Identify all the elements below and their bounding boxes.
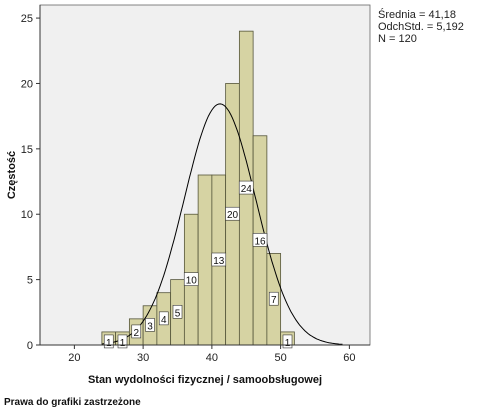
data-label-text: 24 <box>241 184 253 195</box>
data-label: 16 <box>252 233 268 247</box>
x-tick-label: 60 <box>343 352 355 364</box>
histogram-bar <box>197 174 213 346</box>
data-label-text: 4 <box>161 315 167 326</box>
data-label: 7 <box>268 291 279 306</box>
data-label-text: 16 <box>254 236 266 247</box>
x-tick-label: 40 <box>206 352 218 364</box>
y-tick-label: 10 <box>21 209 33 221</box>
normal-curve <box>101 103 343 345</box>
data-label-text: 3 <box>147 321 153 332</box>
data-label-text: 2 <box>133 328 139 339</box>
stats-panel: Średnia = 41,18 OdchStd. = 5,192 N = 120 <box>378 9 464 45</box>
data-label: 1 <box>117 334 128 349</box>
y-tick-label: 15 <box>21 144 33 156</box>
data-label: 10 <box>183 272 199 287</box>
sd-stat: OdchStd. = 5,192 <box>378 21 464 33</box>
data-label-text: 13 <box>213 256 225 267</box>
data-label-text: 1 <box>285 338 291 349</box>
n-stat: N = 120 <box>378 33 417 45</box>
x-tick-label: 50 <box>275 352 287 364</box>
x-tick-label: 20 <box>68 352 80 364</box>
data-label: 4 <box>158 311 169 326</box>
data-label-text: 7 <box>271 295 277 306</box>
data-label-text: 10 <box>186 276 198 287</box>
y-axis-title: Częstość <box>6 151 18 199</box>
y-tick-label: 5 <box>27 275 33 287</box>
data-label-text: 20 <box>227 210 239 221</box>
data-label: 20 <box>225 206 240 221</box>
data-label-text: 5 <box>175 308 181 319</box>
y-tick-label: 25 <box>21 13 33 25</box>
data-label-text: 1 <box>106 338 112 349</box>
data-label: 13 <box>211 252 227 267</box>
data-label: 2 <box>131 324 142 339</box>
x-axis-title: Stan wydolności fizycznej / samoobsługow… <box>88 374 322 386</box>
data-label: 1 <box>282 334 293 349</box>
data-label: 5 <box>172 305 183 319</box>
y-tick-label: 0 <box>27 340 33 352</box>
data-label: 1 <box>103 334 114 349</box>
x-tick-label: 30 <box>137 352 149 364</box>
data-label: 3 <box>145 318 155 332</box>
data-label-text: 1 <box>120 338 126 349</box>
data-label: 24 <box>238 180 254 195</box>
y-tick-label: 20 <box>21 78 33 90</box>
copyright-footer: Prawa do grafiki zastrzeżone <box>4 397 141 408</box>
mean-stat: Średnia = 41,18 <box>378 9 456 21</box>
